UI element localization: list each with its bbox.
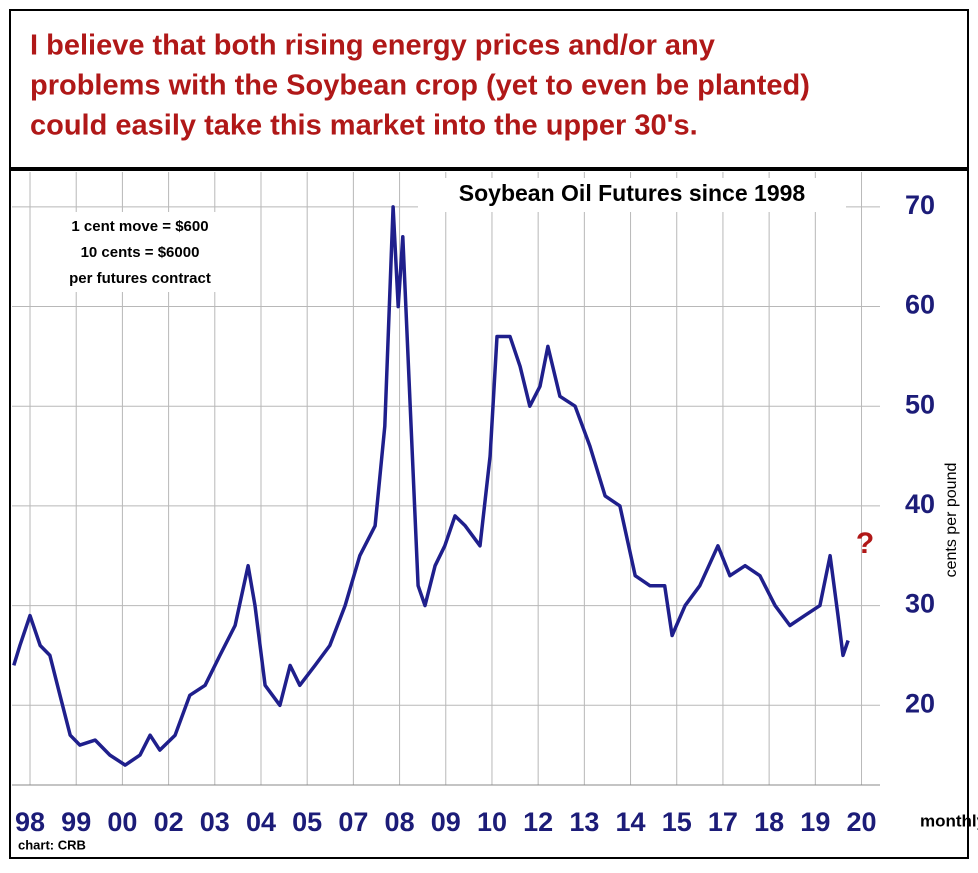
x-tick-label: 15 (662, 807, 692, 837)
x-tick-label: 03 (200, 807, 230, 837)
x-tick-label: 18 (754, 807, 784, 837)
chart-title: Soybean Oil Futures since 1998 (459, 180, 806, 206)
x-tick-label: 00 (107, 807, 137, 837)
y-tick-label: 50 (905, 389, 935, 419)
y-tick-label: 70 (905, 190, 935, 220)
x-tick-label: 13 (569, 807, 599, 837)
x-tick-label: 07 (338, 807, 368, 837)
x-tick-label: 98 (15, 807, 45, 837)
x-tick-label: 14 (616, 807, 646, 837)
y-tick-label: 30 (905, 589, 935, 619)
x-tick-label: 08 (385, 807, 415, 837)
x-tick-label: 02 (154, 807, 184, 837)
header-line: could easily take this market into the u… (30, 110, 698, 142)
source: chart: CRB (18, 837, 86, 852)
header-line: I believe that both rising energy prices… (30, 30, 715, 62)
note-bg (34, 212, 244, 292)
x-tick-label: 20 (846, 807, 876, 837)
note: 10 cents = $6000 (81, 244, 200, 261)
y-tick-label: 40 (905, 489, 935, 519)
x-axis-label: monthly (920, 811, 978, 830)
x-tick-label: 19 (800, 807, 830, 837)
y-tick-label: 20 (905, 688, 935, 718)
x-tick-label: 99 (61, 807, 91, 837)
x-tick-label: 10 (477, 807, 507, 837)
x-tick-label: 05 (292, 807, 322, 837)
title-bg (418, 178, 846, 212)
header-box (9, 9, 969, 169)
x-tick-label: 17 (708, 807, 738, 837)
note: per futures contract (69, 270, 211, 287)
x-tick-label: 12 (523, 807, 553, 837)
y-axis-label: cents per pound (943, 463, 960, 578)
annotation: ? (856, 527, 874, 560)
x-tick-label: 04 (246, 807, 276, 837)
y-tick-label: 60 (905, 290, 935, 320)
price-line (12, 205, 850, 767)
x-tick-label: 09 (431, 807, 461, 837)
header-line: problems with the Soybean crop (yet to e… (30, 70, 810, 102)
note: 1 cent move = $600 (71, 218, 208, 235)
